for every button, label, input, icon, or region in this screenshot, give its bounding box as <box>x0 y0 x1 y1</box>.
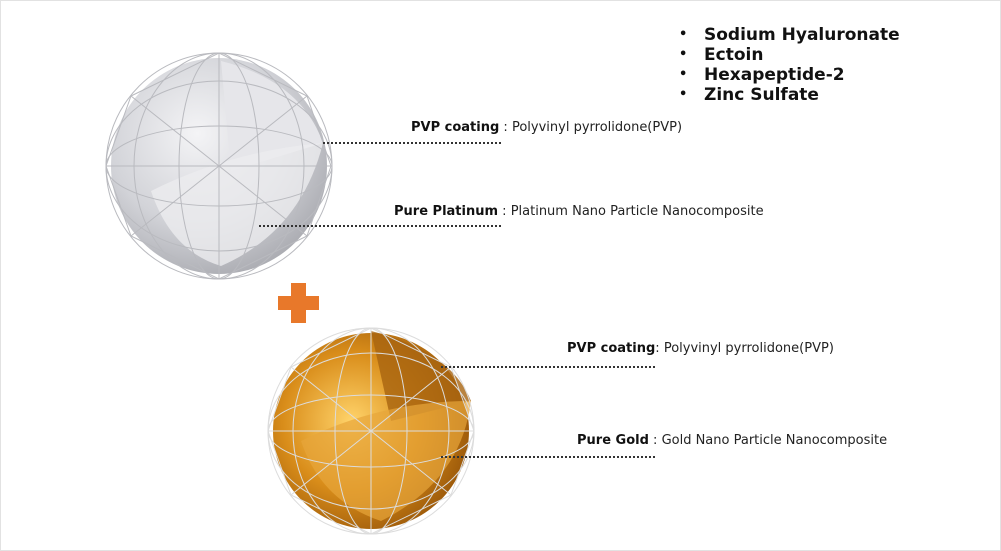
description: Gold Nano Particle Nanocomposite <box>661 433 888 448</box>
separator: : <box>648 433 662 448</box>
description: Platinum Nano Particle Nanocomposite <box>510 204 764 219</box>
term: PVP coating <box>567 341 656 356</box>
separator: : <box>655 341 664 356</box>
description: Polyvinyl pyrrolidone(PVP) <box>663 341 834 356</box>
gold-core-label: Pure Gold : Gold Nano Particle Nanocompo… <box>577 433 887 448</box>
separator: : <box>498 204 511 219</box>
description: Polyvinyl pyrrolidone(PVP) <box>511 120 683 135</box>
platinum-core-label: Pure Platinum : Platinum Nano Particle N… <box>394 204 764 219</box>
ingredient-item: Ectoin <box>679 45 900 65</box>
platinum-coating-label: PVP coating : Polyvinyl pyrrolidone(PVP) <box>411 120 682 135</box>
term: Pure Gold <box>577 433 649 448</box>
term: PVP coating <box>411 120 500 135</box>
ingredient-list: Sodium Hyaluronate Ectoin Hexapeptide-2 … <box>679 25 900 105</box>
gold-sphere <box>267 327 475 535</box>
platinum-sphere <box>105 52 333 280</box>
term: Pure Platinum <box>394 204 499 219</box>
ingredient-item: Sodium Hyaluronate <box>679 25 900 45</box>
ingredient-item: Zinc Sulfate <box>679 85 900 105</box>
ingredient-item: Hexapeptide-2 <box>679 65 900 85</box>
gold-coating-label: PVP coating: Polyvinyl pyrrolidone(PVP) <box>567 341 834 356</box>
leader-lines <box>259 142 656 458</box>
plus-icon <box>278 283 319 323</box>
separator: : <box>499 120 512 135</box>
